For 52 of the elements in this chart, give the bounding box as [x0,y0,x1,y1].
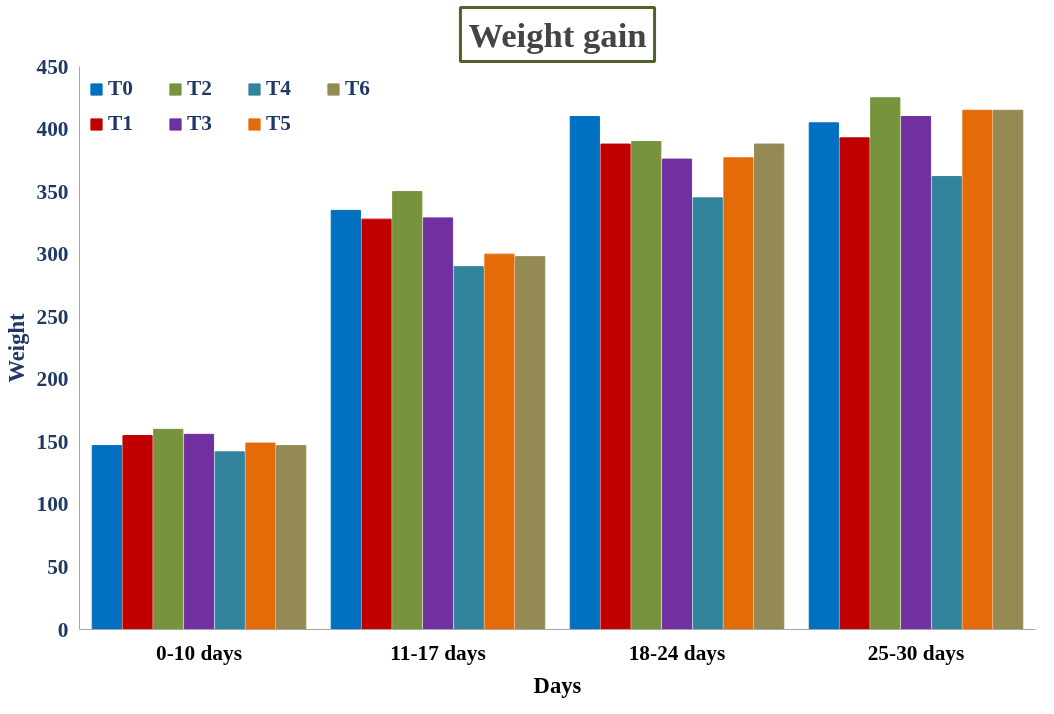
y-tick-label: 400 [36,117,69,142]
bar [692,197,723,630]
bar [870,97,901,630]
x-axis-title: Days [533,672,582,698]
y-tick-label: 300 [36,242,69,267]
legend-label: T0 [108,76,134,101]
bar [214,451,245,630]
y-axis-title: Weight [3,312,29,383]
bar [245,442,276,630]
y-tick-label: 0 [57,617,69,642]
x-tick-label: 18-24 days [628,640,726,665]
y-tick-label: 100 [36,492,69,517]
y-tick-label: 450 [36,54,69,79]
legend-label: T6 [345,76,371,101]
y-tick-label: 50 [47,554,69,579]
bar [808,122,839,630]
bar [600,143,631,630]
bar [993,109,1024,630]
bar [631,141,662,630]
legend-label: T3 [187,111,213,136]
bar [422,217,454,630]
x-tick-label: 25-30 days [867,640,965,665]
bar [153,428,184,630]
bar [515,256,546,630]
bar [392,191,423,630]
y-tick-label: 150 [36,429,69,454]
bar [330,209,361,630]
chart-title: Weight gain [468,15,647,54]
bar [484,253,515,630]
x-tick-label: 11-17 days [390,640,486,665]
bar [661,158,693,630]
x-tick-label: 0-10 days [156,640,242,665]
bar [839,137,870,630]
bar [754,143,785,630]
bar [900,116,932,630]
legend-label: T2 [187,76,213,101]
bar [453,266,484,630]
bar [569,116,600,630]
legend-label: T5 [266,111,292,136]
legend-label: T4 [266,76,292,101]
y-tick-label: 350 [36,179,69,204]
bar [91,445,122,630]
bar [183,433,215,630]
bar [276,445,307,630]
bar [962,109,993,630]
bar [361,218,392,630]
bar [931,176,962,630]
y-tick-label: 200 [36,367,69,392]
y-tick-label: 250 [36,304,69,329]
bar [723,157,754,630]
legend-label: T1 [108,111,134,136]
bar [122,435,153,630]
